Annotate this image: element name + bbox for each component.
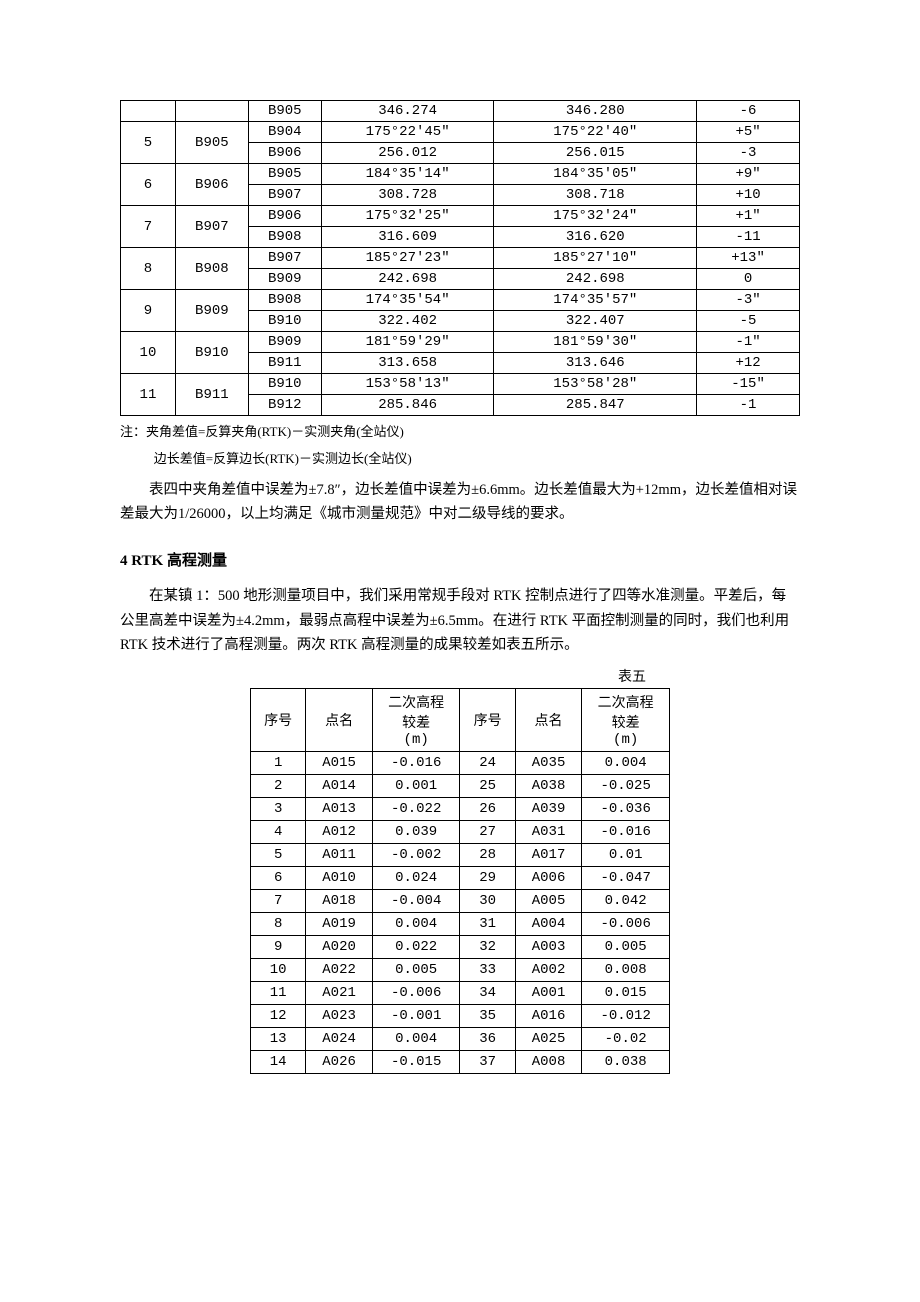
- table-row: 12A023-0.00135A016-0.012: [251, 1004, 670, 1027]
- table-row: 4A0120.03927A031-0.016: [251, 820, 670, 843]
- table-five: 序号 点名 二次高程 较差 (m) 序号 点名 二次高程 较差 (m): [250, 688, 670, 1074]
- t5-h-diff2-l1: 二次高程: [588, 692, 663, 712]
- table-row: 14A026-0.01537A0080.038: [251, 1050, 670, 1073]
- table-row: 3A013-0.02226A039-0.036: [251, 797, 670, 820]
- t5-h-name1: 点名: [306, 688, 373, 751]
- table-row: 10A0220.00533A0020.008: [251, 958, 670, 981]
- t5-h-seq1: 序号: [251, 688, 306, 751]
- table-row: 6A0100.02429A006-0.047: [251, 866, 670, 889]
- table-row: B905346.274346.280-6: [121, 101, 800, 122]
- table-row: 6B906B905184°35′14″184°35′05″+9″: [121, 164, 800, 185]
- t5-h-seq2: 序号: [460, 688, 515, 751]
- t5-h-diff2-l2: 较差: [588, 712, 663, 732]
- t5-h-diff1-l1: 二次高程: [379, 692, 454, 712]
- table-row: 5B905B904175°22′45″175°22′40″+5″: [121, 122, 800, 143]
- table-row: 8A0190.00431A004-0.006: [251, 912, 670, 935]
- table-row: 7A018-0.00430A0050.042: [251, 889, 670, 912]
- table-row: 8B908B907185°27′23″185°27′10″+13″: [121, 248, 800, 269]
- table-row: 10B910B909181°59′29″181°59′30″-1″: [121, 332, 800, 353]
- table-five-label: 表五: [250, 666, 670, 686]
- table-row: 13A0240.00436A025-0.02: [251, 1027, 670, 1050]
- t5-h-diff1: 二次高程 较差 (m): [372, 688, 460, 751]
- t5-h-diff1-l3: (m): [379, 732, 454, 748]
- table-row: 5A011-0.00228A0170.01: [251, 843, 670, 866]
- table-row: 2A0140.00125A038-0.025: [251, 774, 670, 797]
- table-row: 9B909B908174°35′54″174°35′57″-3″: [121, 290, 800, 311]
- table-four: B905346.274346.280-65B905B904175°22′45″1…: [120, 100, 800, 416]
- note-edge: 边长差值=反算边长(RTK)－实测边长(全站仪): [120, 449, 800, 470]
- table-row: 9A0200.02232A0030.005: [251, 935, 670, 958]
- note-angle: 注：夹角差值=反算夹角(RTK)－实测夹角(全站仪): [120, 422, 800, 443]
- table-row: 11B911B910153°58′13″153°58′28″-15″: [121, 374, 800, 395]
- table-row: 1A015-0.01624A0350.004: [251, 751, 670, 774]
- t5-h-diff2: 二次高程 较差 (m): [582, 688, 670, 751]
- table-row: 7B907B906175°32′25″175°32′24″+1″: [121, 206, 800, 227]
- heading-section-4: 4 RTK 高程测量: [120, 549, 800, 570]
- paragraph-table4-summary: 表四中夹角差值中误差为±7.8″，边长差值中误差为±6.6mm。边长差值最大为+…: [120, 478, 800, 527]
- table-row: 11A021-0.00634A0010.015: [251, 981, 670, 1004]
- t5-h-name2: 点名: [515, 688, 582, 751]
- t5-h-diff2-l3: (m): [588, 732, 663, 748]
- paragraph-section4-intro: 在某镇 1：500 地形测量项目中，我们采用常规手段对 RTK 控制点进行了四等…: [120, 584, 800, 658]
- t5-h-diff1-l2: 较差: [379, 712, 454, 732]
